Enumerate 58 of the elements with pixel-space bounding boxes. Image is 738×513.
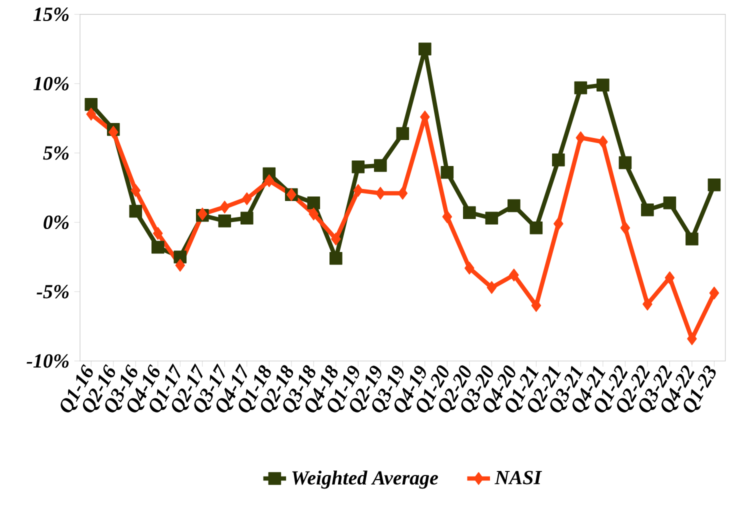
point — [442, 210, 452, 224]
y-tick-label: -5% — [36, 284, 69, 298]
point — [463, 206, 476, 220]
point — [552, 154, 565, 166]
point — [84, 98, 98, 111]
point — [330, 252, 342, 265]
y-tick-label: 0% — [44, 216, 69, 230]
point — [175, 258, 186, 272]
point — [508, 199, 520, 212]
point — [307, 196, 320, 210]
point — [331, 232, 341, 246]
point — [709, 286, 720, 300]
point — [576, 131, 586, 144]
point — [242, 192, 252, 206]
point — [642, 298, 652, 311]
point — [396, 127, 410, 140]
y-tick-label: 5% — [43, 146, 69, 160]
point — [129, 204, 142, 218]
point — [174, 250, 187, 264]
point — [352, 160, 365, 174]
y-tick-label: 15% — [33, 8, 69, 22]
point — [598, 135, 608, 148]
point — [418, 42, 432, 56]
point — [485, 212, 498, 225]
point — [264, 174, 274, 188]
point — [641, 203, 654, 216]
point — [596, 78, 610, 92]
point — [353, 184, 364, 197]
point — [530, 221, 543, 234]
point — [108, 126, 118, 139]
point — [554, 217, 564, 230]
y-tick-label: 10% — [33, 76, 69, 90]
point — [620, 221, 630, 234]
point — [574, 81, 588, 94]
point — [152, 227, 163, 240]
point — [220, 200, 230, 214]
point — [531, 299, 542, 312]
point — [308, 208, 319, 220]
point — [398, 186, 408, 200]
point — [151, 240, 164, 254]
point — [663, 196, 676, 210]
point — [240, 212, 254, 225]
point — [440, 166, 454, 179]
point — [374, 159, 387, 172]
point — [708, 178, 721, 192]
point — [486, 281, 497, 294]
point — [218, 214, 232, 228]
point — [687, 332, 697, 346]
point — [509, 268, 519, 282]
point — [618, 156, 632, 170]
point — [664, 271, 675, 284]
point — [686, 232, 698, 246]
point — [86, 108, 96, 121]
point — [464, 262, 474, 274]
legend-label: NASI — [494, 470, 542, 484]
point — [130, 184, 141, 197]
point — [376, 186, 386, 200]
legend-label: Weighted Average — [292, 470, 438, 489]
